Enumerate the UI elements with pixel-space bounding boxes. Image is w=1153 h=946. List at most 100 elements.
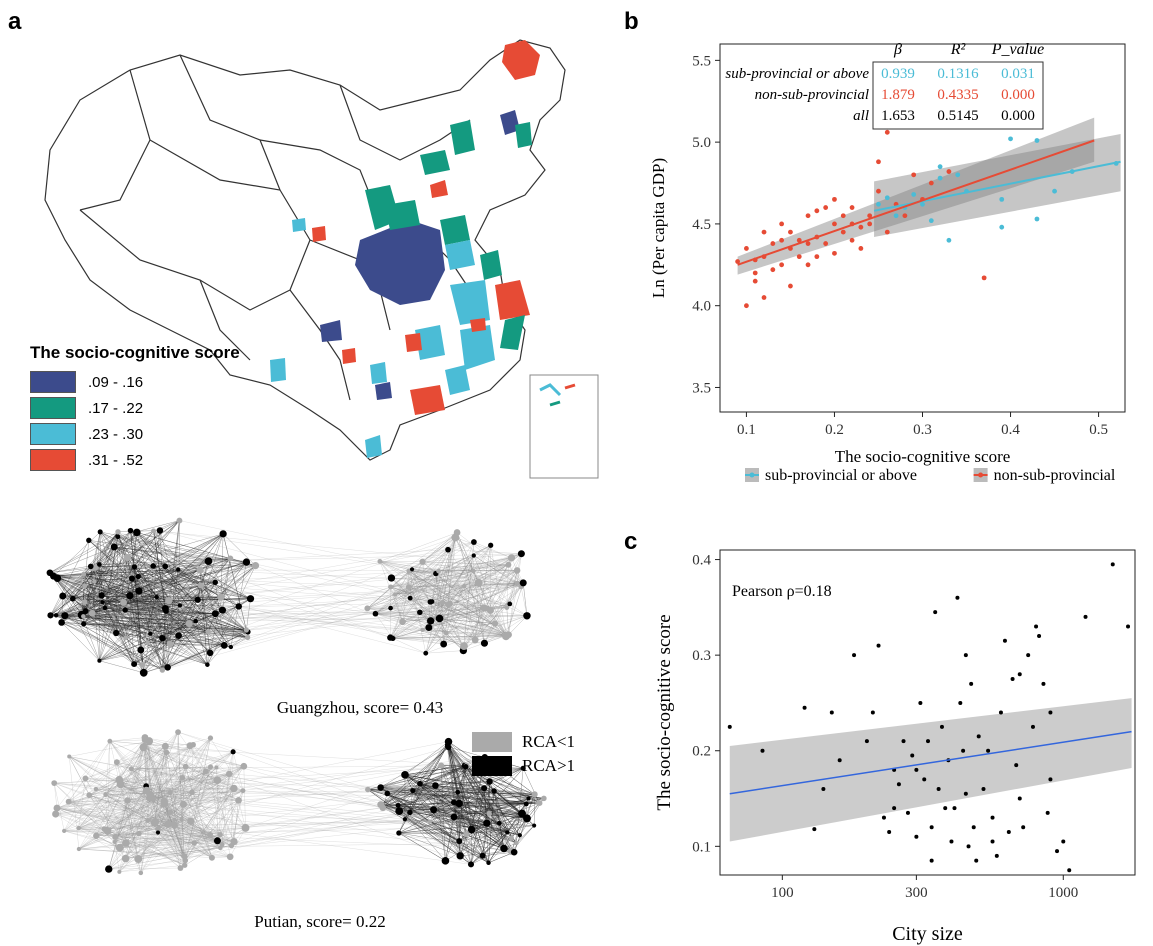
network-node <box>444 737 453 746</box>
network-node <box>523 801 529 807</box>
network-node <box>214 765 219 770</box>
network-edge <box>430 555 474 622</box>
network-edge <box>53 566 166 577</box>
network-edge <box>431 601 476 641</box>
network-edge <box>177 732 186 866</box>
network-edge <box>143 598 251 674</box>
network-edge <box>105 794 159 830</box>
network-caption-guangzhou: Guangzhou, score= 0.43 <box>276 698 444 717</box>
network-edge <box>114 546 256 566</box>
network-node <box>113 629 120 637</box>
network-edge <box>136 532 163 639</box>
network-edge <box>367 583 518 609</box>
network-node <box>455 789 461 795</box>
network-edge <box>102 601 196 622</box>
data-point <box>770 241 776 246</box>
network-edge <box>100 531 179 570</box>
network-edge <box>181 819 185 857</box>
network-edge <box>153 565 170 601</box>
network-edge <box>422 629 444 645</box>
network-edge <box>130 530 181 606</box>
data-point <box>761 295 767 300</box>
network-edge <box>68 798 154 802</box>
network-edge <box>89 779 120 796</box>
network-edge <box>117 536 222 598</box>
network-edge <box>379 561 485 608</box>
network-edge <box>431 601 496 624</box>
network-edge <box>119 827 246 848</box>
network-edge <box>138 766 211 834</box>
network-edge <box>157 828 218 842</box>
network-edge <box>395 582 524 595</box>
network-edge <box>165 602 443 609</box>
network-node <box>131 661 138 668</box>
network-edge <box>150 779 218 795</box>
network-edge <box>205 771 235 842</box>
network-edge <box>72 569 201 599</box>
network-edge <box>62 595 221 598</box>
network-edge <box>233 800 239 842</box>
network-edge <box>463 582 524 647</box>
network-node <box>492 620 499 627</box>
network-edge <box>109 740 166 747</box>
network-edge <box>430 601 507 637</box>
map-inset <box>529 374 599 479</box>
network-edge <box>375 549 449 614</box>
network-edge <box>81 614 179 636</box>
network-edge <box>78 788 235 829</box>
network-edge <box>114 546 201 571</box>
network-edge <box>144 739 244 767</box>
network-edge <box>83 574 124 603</box>
network-edge <box>431 545 491 602</box>
data-point <box>911 192 917 197</box>
network-edge <box>95 567 168 668</box>
network-edge <box>392 638 485 644</box>
network-edge <box>125 800 239 859</box>
network-edge <box>120 784 150 799</box>
network-edge <box>443 545 491 645</box>
network-edge <box>109 740 234 753</box>
network-edge <box>164 801 181 869</box>
network-edge <box>69 756 244 791</box>
y-tick-label: 5.5 <box>692 53 711 69</box>
network-edge <box>191 792 544 799</box>
data-point <box>805 241 811 246</box>
network-edge <box>131 768 186 861</box>
network-edge <box>162 637 231 648</box>
network-edge <box>107 798 154 832</box>
network-edge <box>72 557 128 599</box>
y-tick-label: 0.3 <box>692 648 711 664</box>
network-edge <box>114 546 209 562</box>
network-edge <box>150 585 202 634</box>
network-edge <box>167 824 232 846</box>
network-edge <box>409 570 524 584</box>
network-node <box>122 839 130 847</box>
network-edge <box>220 533 224 598</box>
data-point <box>1048 710 1053 715</box>
network-edge <box>114 751 234 843</box>
network-node <box>462 764 469 770</box>
network-edge <box>95 788 151 795</box>
network-edge <box>120 744 145 785</box>
network-edge <box>457 791 505 849</box>
network-edge <box>138 832 159 860</box>
network-edge <box>117 536 202 586</box>
network-edge <box>146 773 230 787</box>
network-edge <box>127 800 139 860</box>
table-header: P_value <box>991 41 1044 58</box>
network-node <box>76 825 81 831</box>
network-edge <box>148 741 165 804</box>
network-edge <box>72 598 106 609</box>
network-node <box>165 597 173 605</box>
network-edge <box>157 777 183 830</box>
network-edge <box>119 779 193 793</box>
network-edge <box>138 533 224 592</box>
network-edge <box>157 767 217 830</box>
network-edge <box>125 752 167 859</box>
network-edge <box>116 560 209 634</box>
network-edge <box>463 542 475 651</box>
network-edge <box>129 560 209 596</box>
network-edge <box>447 541 474 550</box>
network-edge <box>408 587 423 630</box>
network-edge <box>84 576 139 603</box>
